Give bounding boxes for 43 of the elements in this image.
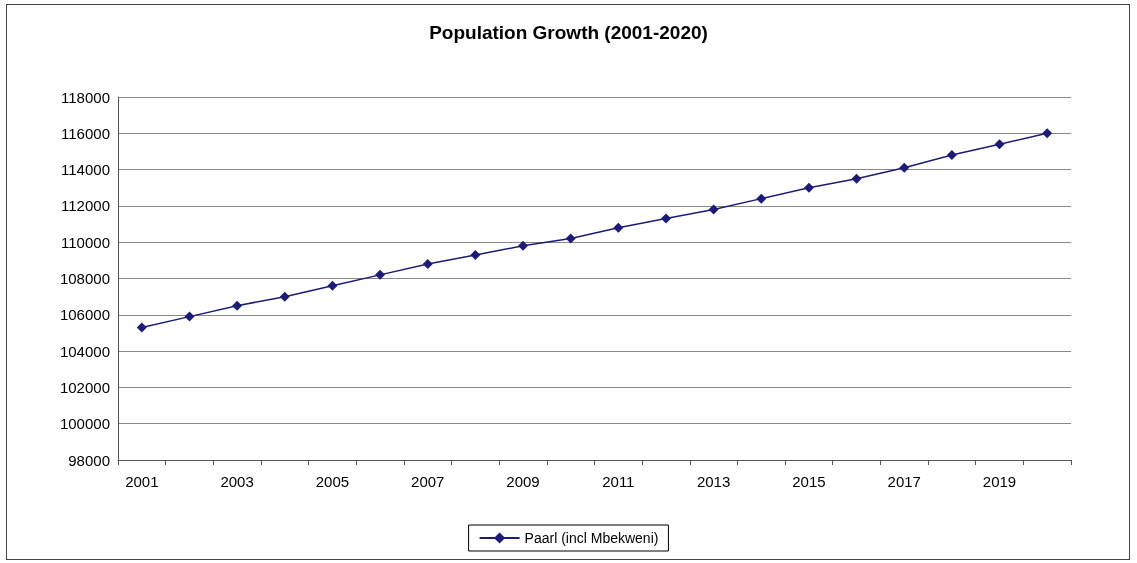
legend-label: Paarl (incl Mbekweni) [524,530,659,546]
point [327,280,338,291]
x-tick-label: 2009 [506,473,540,490]
chart-title: Population Growth (2001-2020) [429,22,708,43]
x-tick-label: 2007 [411,473,445,490]
point [994,139,1005,150]
point [660,213,671,224]
y-tick-label: 100000 [59,415,110,433]
y-tick-label: 114000 [61,161,110,179]
y-tick-label: 102000 [59,378,110,396]
point [375,269,386,280]
point [851,173,862,184]
point [232,300,243,311]
point [470,249,481,260]
x-tick-label: 2013 [696,473,731,490]
point [518,240,529,251]
point [136,322,147,333]
x-tick-label: 2015 [792,473,826,490]
y-tick-label: 104000 [59,342,110,360]
y-tick-label: 98000 [68,451,110,469]
point [422,258,433,269]
y-tick-label: 112000 [61,197,110,215]
x-tick-label: 2001 [125,473,159,490]
y-tick-label: 108000 [59,270,110,287]
point [565,233,576,244]
y-tick-label: 118000 [61,88,110,106]
y-tick-label: 110000 [61,233,110,251]
point [613,222,624,233]
y-tick-label: 106000 [59,306,110,324]
point [184,311,195,322]
point [279,291,290,302]
x-tick-label: 2017 [887,473,921,490]
x-tick-label: 2005 [315,473,350,490]
point [899,162,910,173]
x-tick-label: 2011 [602,473,635,490]
x-tick-label: 2003 [220,473,254,490]
point [946,150,957,161]
y-tick-label: 116000 [61,124,110,142]
point [708,204,719,215]
point [756,193,767,204]
point [803,182,814,193]
x-tick-label: 2019 [982,473,1017,490]
point [1042,128,1053,139]
